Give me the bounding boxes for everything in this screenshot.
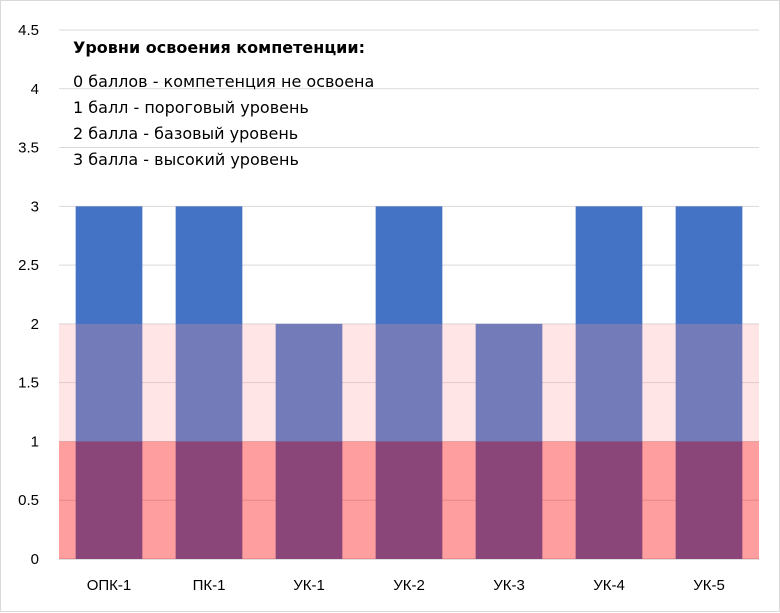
y-tick-label: 4.5 xyxy=(18,22,39,39)
y-tick-label: 0 xyxy=(31,551,39,568)
y-tick-label: 2 xyxy=(31,316,39,333)
y-tick-label: 3.5 xyxy=(18,140,39,157)
band-basic-level xyxy=(59,323,759,442)
x-tick-labels: ОПК-1 ПК-1 УК-1 УК-2 УК-3 УК-4 УК-5 xyxy=(87,577,725,594)
bar xyxy=(75,206,143,560)
bar xyxy=(475,323,543,559)
x-tick-label: УК-5 xyxy=(693,577,725,594)
annotation-line-0: 0 баллов - компетенция не освоена xyxy=(73,72,375,91)
y-tick-label: 3 xyxy=(31,198,39,215)
x-tick-label: УК-3 xyxy=(493,577,525,594)
y-tick-labels: 0 0.5 1 1.5 2 2.5 3 3.5 4 4.5 xyxy=(18,22,39,568)
band-threshold-level xyxy=(59,441,759,559)
level-bands xyxy=(59,323,759,559)
annotation-line-3: 3 балла - высокий уровень xyxy=(73,150,299,169)
bar xyxy=(575,206,643,560)
bar xyxy=(375,206,443,560)
bar xyxy=(675,206,743,560)
y-tick-label: 1 xyxy=(31,433,39,450)
x-tick-label: УК-4 xyxy=(593,577,625,594)
y-tick-label: 2.5 xyxy=(18,257,39,274)
x-tick-label: ПК-1 xyxy=(193,577,226,594)
levels-annotation: Уровни освоения компетенции: 0 баллов - … xyxy=(73,35,374,173)
y-tick-label: 0.5 xyxy=(18,492,39,509)
annotation-line-1: 1 балл - пороговый уровень xyxy=(73,98,309,117)
bar xyxy=(175,206,243,560)
annotation-title: Уровни освоения компетенции: xyxy=(73,38,365,57)
bar xyxy=(275,323,343,559)
x-tick-label: ОПК-1 xyxy=(87,577,132,594)
bars xyxy=(75,206,743,560)
annotation-line-2: 2 балла - базовый уровень xyxy=(73,124,299,143)
x-tick-label: УК-1 xyxy=(293,577,325,594)
y-tick-label: 1.5 xyxy=(18,375,39,392)
x-tick-label: УК-2 xyxy=(393,577,425,594)
y-tick-label: 4 xyxy=(31,81,39,98)
